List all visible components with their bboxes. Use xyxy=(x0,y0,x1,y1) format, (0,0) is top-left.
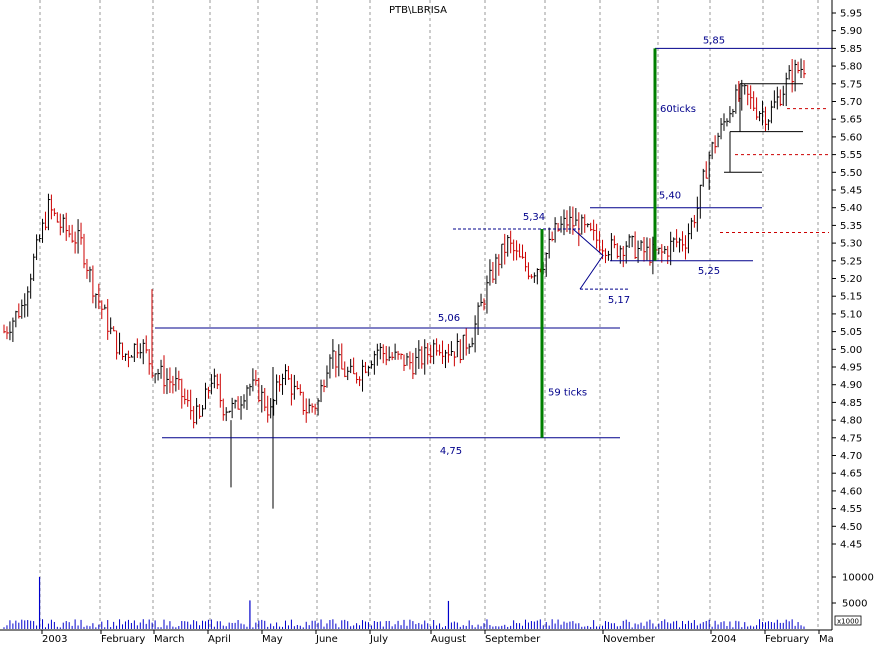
y-tick-label: 5.85 xyxy=(840,44,862,55)
target-label: 59 ticks xyxy=(548,387,587,398)
y-tick-label: 4.65 xyxy=(840,469,862,480)
level-label: 5,85 xyxy=(703,35,725,46)
y-tick-label: 4.75 xyxy=(840,433,862,444)
level-label: 4,75 xyxy=(440,446,462,457)
y-tick-label: 5.05 xyxy=(840,327,862,338)
target-label: 60ticks xyxy=(660,104,696,115)
price-axis: 5.95 5.90 5.85 5.80 5.75 5.70 5.65 5.60 5.55 5.50… xyxy=(832,9,862,551)
volume-tick-label: 5000 xyxy=(842,599,867,610)
y-tick-label: 5.15 xyxy=(840,292,862,303)
volume-unit-box xyxy=(834,615,862,626)
level-label: 5,40 xyxy=(659,191,681,202)
y-tick-label: 5.80 xyxy=(840,62,862,73)
x-tick-label: March xyxy=(154,634,184,645)
y-tick-label: 5.75 xyxy=(840,79,862,90)
x-tick-label: 2003 xyxy=(42,634,67,645)
time-axis: 2003 February March April May June July August S… xyxy=(41,630,834,645)
x-tick-label: June xyxy=(315,634,338,645)
y-tick-label: 5.90 xyxy=(840,26,862,37)
level-label: 5,17 xyxy=(608,295,630,306)
y-tick-label: 5.55 xyxy=(840,150,862,161)
y-tick-label: 5.00 xyxy=(840,345,862,356)
y-tick-label: 5.30 xyxy=(840,239,862,250)
x-tick-label: Ma xyxy=(819,634,834,645)
y-tick-label: 5.10 xyxy=(840,309,862,320)
level-lines: 5,06 4,75 5,34 5,17 5,40 5,25 5,85 xyxy=(155,35,832,457)
y-tick-label: 5.45 xyxy=(840,186,862,197)
y-tick-label: 4.60 xyxy=(840,486,862,497)
volume-unit-label: x1000 xyxy=(837,618,859,626)
y-tick-label: 5.65 xyxy=(840,115,862,126)
x-tick-label: August xyxy=(431,634,466,645)
x-tick-label: April xyxy=(208,634,231,645)
x-tick-label: May xyxy=(262,634,283,645)
x-tick-label: February xyxy=(101,634,145,645)
y-tick-label: 5.95 xyxy=(840,9,862,20)
y-tick-label: 4.50 xyxy=(840,522,862,533)
volume-bars xyxy=(3,577,805,629)
y-tick-label: 4.70 xyxy=(840,451,862,462)
level-label: 5,25 xyxy=(698,266,720,277)
target-lines: 59 ticks 60ticks xyxy=(540,48,696,438)
x-tick-label: July xyxy=(369,634,388,645)
chart-title: PTB\LBRISA xyxy=(389,5,447,16)
level-label: 5,34 xyxy=(523,212,545,223)
y-tick-label: 5.25 xyxy=(840,256,862,267)
vertical-grid xyxy=(39,0,819,630)
y-tick-label: 5.50 xyxy=(840,168,862,179)
triangle-pattern xyxy=(572,228,604,290)
y-tick-label: 4.80 xyxy=(840,416,862,427)
y-tick-label: 4.90 xyxy=(840,380,862,391)
price-bars xyxy=(3,58,806,509)
y-tick-label: 4.45 xyxy=(840,540,862,551)
y-tick-label: 4.55 xyxy=(840,504,862,515)
y-tick-label: 5.35 xyxy=(840,221,862,232)
x-tick-label: September xyxy=(485,634,541,645)
y-tick-label: 5.60 xyxy=(840,132,862,143)
y-tick-label: 5.20 xyxy=(840,274,862,285)
level-label: 5,06 xyxy=(438,313,460,324)
volume-axis: 10000 5000 x1000 xyxy=(832,573,874,626)
y-tick-label: 5.70 xyxy=(840,97,862,108)
x-tick-label: February xyxy=(765,634,809,645)
x-tick-label: 2004 xyxy=(711,634,736,645)
y-tick-label: 4.95 xyxy=(840,363,862,374)
x-tick-label: November xyxy=(603,634,656,645)
y-tick-label: 5.40 xyxy=(840,203,862,214)
volume-tick-label: 10000 xyxy=(842,573,874,584)
y-tick-label: 4.85 xyxy=(840,398,862,409)
